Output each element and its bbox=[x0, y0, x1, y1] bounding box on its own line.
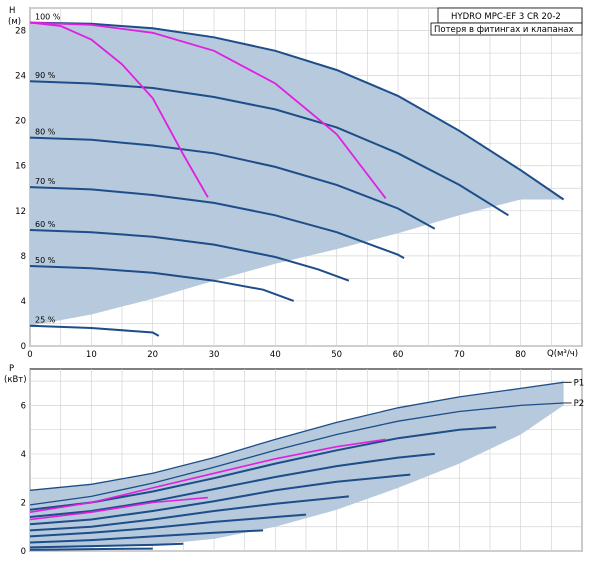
speed-label: 25 % bbox=[35, 316, 56, 325]
bottom-y-tick-label: 0 bbox=[21, 547, 26, 557]
legend-box bbox=[430, 22, 583, 36]
power-loss-curves bbox=[29, 438, 386, 521]
power-curve-line bbox=[29, 381, 564, 491]
top-y-tick-label: 4 bbox=[21, 297, 26, 307]
head-curve-line bbox=[29, 136, 436, 230]
speed-label: 50 % bbox=[35, 256, 56, 265]
head-curve-line bbox=[29, 80, 509, 217]
top-y-tick-label: 12 bbox=[15, 207, 26, 217]
speed-label: 70 % bbox=[35, 177, 56, 186]
power-curve-line bbox=[29, 495, 349, 532]
speed-label: 90 % bbox=[35, 71, 56, 80]
top-y-tick-label: 0 bbox=[21, 342, 26, 352]
top-x-tick-label: 70 bbox=[454, 350, 465, 360]
series-label: P2 bbox=[574, 399, 585, 409]
power-curve-line bbox=[29, 452, 435, 518]
bottom-y-tick-label: 2 bbox=[21, 498, 26, 508]
loss-curve-line bbox=[29, 21, 387, 199]
power-curve-line bbox=[29, 542, 184, 549]
speed-label: 60 % bbox=[35, 220, 56, 229]
bottom-y-ticks: 0 2 4 6 bbox=[21, 401, 26, 557]
fitting-loss-curves bbox=[29, 21, 387, 199]
top-x-tick-label: 60 bbox=[393, 350, 404, 360]
top-x-tick-label: 10 bbox=[86, 350, 97, 360]
loss-curve-line bbox=[29, 21, 209, 198]
power-loss-line bbox=[29, 496, 208, 521]
head-curves bbox=[29, 21, 565, 337]
top-y-tick-label: 16 bbox=[15, 162, 26, 172]
power-curve-line bbox=[29, 402, 564, 506]
bottom-ylabel-1: P bbox=[9, 364, 14, 374]
head-curve-line bbox=[29, 186, 405, 259]
series-label: P1 bbox=[574, 378, 585, 388]
top-xlabel: Q(м³/ч) bbox=[547, 349, 578, 359]
head-curve-line bbox=[29, 21, 565, 201]
top-x-tick-label: 50 bbox=[331, 350, 342, 360]
top-x-ticks: 0 10 20 30 40 50 60 70 80 bbox=[27, 350, 526, 360]
speed-labels: 100 % 90 % 80 % 70 % 60 % 50 % 25 % bbox=[35, 13, 61, 325]
top-y-tick-label: 8 bbox=[21, 252, 26, 262]
top-x-tick-label: 40 bbox=[270, 350, 281, 360]
top-x-tick-label: 30 bbox=[209, 350, 220, 360]
head-flow-plot: 0 10 20 30 40 50 60 70 80 0 4 8 12 16 20 24 28 100 % 90 … bbox=[8, 6, 583, 360]
chart-title: HYDRO MPC-EF 3 CR 20-2 bbox=[451, 12, 561, 22]
top-y-tick-label: 28 bbox=[15, 27, 26, 37]
power-loss-line bbox=[29, 438, 386, 513]
power-flow-plot: 0 2 4 6 P1 P2 P (кВт) bbox=[4, 364, 584, 557]
speed-label: 100 % bbox=[35, 13, 61, 22]
head-curve-line bbox=[29, 324, 160, 337]
head-curve-line bbox=[29, 265, 295, 302]
operating-area-bottom bbox=[30, 382, 564, 549]
power-curves bbox=[29, 381, 564, 551]
bottom-y-tick-label: 6 bbox=[21, 401, 26, 411]
power-series-labels: P1 P2 bbox=[563, 378, 585, 409]
top-ylabel-2: (м) bbox=[8, 17, 21, 27]
top-y-tick-label: 20 bbox=[15, 117, 26, 127]
power-curve-line bbox=[29, 473, 411, 526]
bottom-ylabel-2: (кВт) bbox=[4, 375, 27, 385]
power-curve-line bbox=[29, 513, 307, 538]
speed-label: 80 % bbox=[35, 128, 56, 137]
top-x-tick-label: 80 bbox=[515, 350, 526, 360]
top-x-tick-label: 20 bbox=[147, 350, 158, 360]
top-x-tick-label: 0 bbox=[27, 350, 32, 360]
top-y-ticks: 0 4 8 12 16 20 24 28 bbox=[15, 27, 26, 352]
power-curve-line bbox=[29, 426, 497, 511]
top-ylabel-1: H bbox=[9, 6, 15, 16]
power-curve-line bbox=[29, 547, 153, 551]
power-curve-line bbox=[29, 529, 264, 544]
top-y-tick-label: 24 bbox=[15, 72, 26, 82]
bottom-y-tick-label: 4 bbox=[21, 450, 26, 460]
legend-text: Потеря в фитингах и клапанах bbox=[434, 25, 574, 35]
head-curve-line bbox=[29, 229, 350, 282]
